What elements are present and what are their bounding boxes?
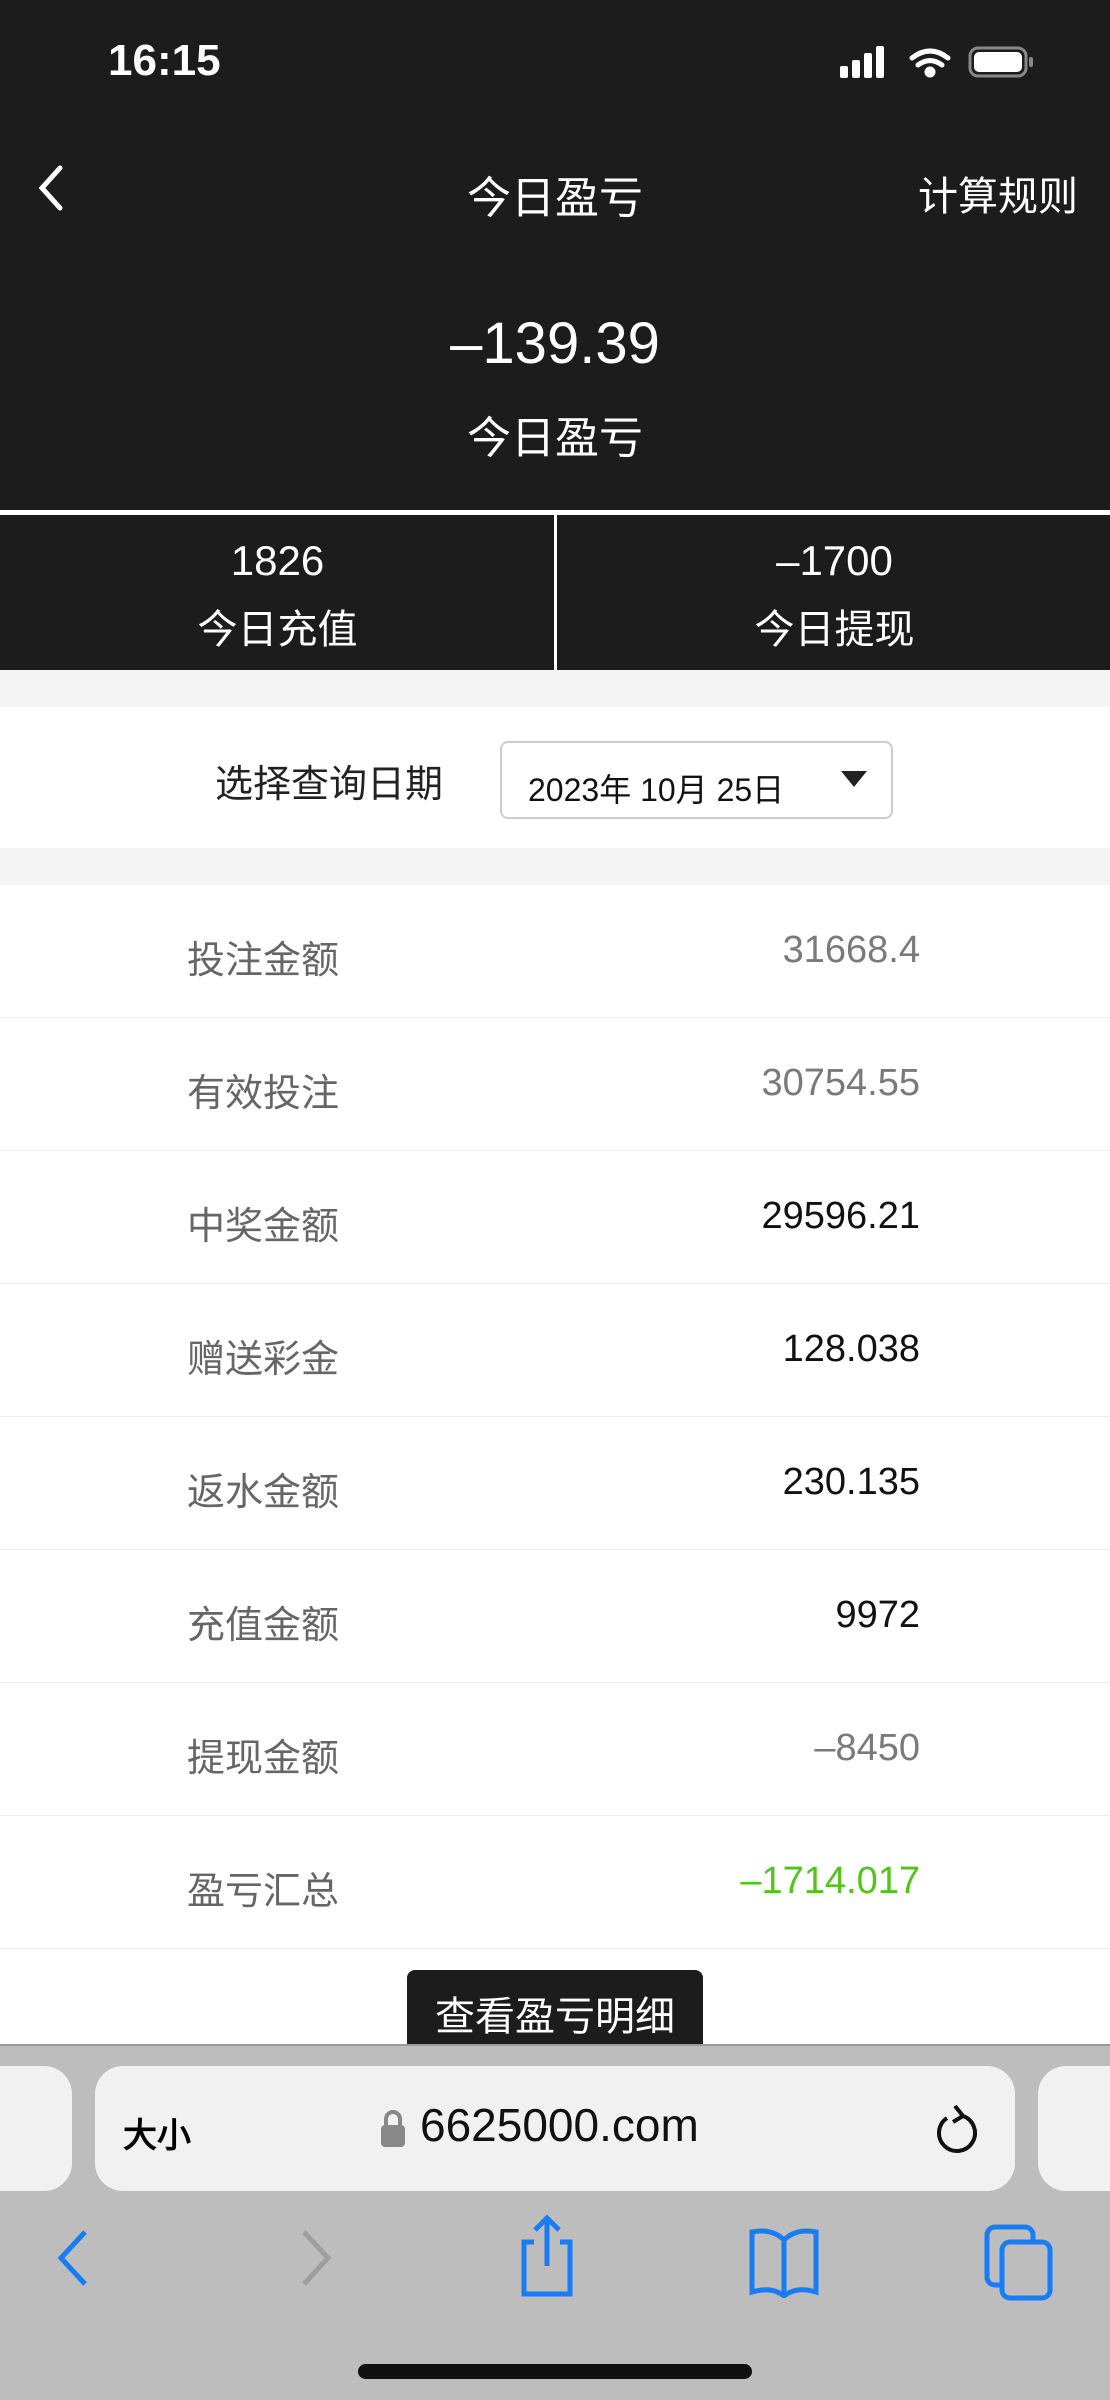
- back-icon[interactable]: [36, 164, 66, 212]
- status-icons: [840, 46, 1033, 78]
- stat-value: –1700: [776, 537, 893, 584]
- address-bar[interactable]: 大小 6625000.com: [95, 2066, 1015, 2191]
- row-label: 有效投注: [187, 1073, 340, 1115]
- bookmarks-icon[interactable]: [748, 2226, 820, 2298]
- date-query-label: 选择查询日期: [215, 764, 444, 806]
- tabs-icon[interactable]: [984, 2224, 1054, 2302]
- date-select[interactable]: 2023年 10月 25日: [500, 741, 893, 819]
- stat-withdraw: –1700 今日提现: [557, 515, 1110, 673]
- url-text[interactable]: 6625000.com: [420, 2099, 699, 2151]
- forward-icon[interactable]: [298, 2228, 334, 2288]
- status-bar: 16:15: [0, 0, 1110, 130]
- status-time: 16:15: [108, 36, 221, 85]
- row-value: 230.135: [782, 1461, 920, 1503]
- stats-row: 1826 今日充值 –1700 今日提现: [0, 512, 1110, 673]
- stat-deposit: 1826 今日充值: [0, 515, 555, 673]
- summary-row: 赠送彩金 128.038: [0, 1284, 1110, 1417]
- caret-down-icon: [841, 771, 867, 787]
- header: 今日盈亏 计算规则 –139.39 今日盈亏: [0, 130, 1110, 510]
- divider: [554, 515, 557, 673]
- home-indicator: [358, 2364, 752, 2379]
- stat-label: 今日提现: [754, 608, 915, 652]
- prev-tab-pill[interactable]: [0, 2066, 72, 2191]
- row-label: 充值金额: [187, 1605, 340, 1647]
- today-profit-value: –139.39: [450, 311, 660, 376]
- stat-label: 今日充值: [197, 608, 358, 652]
- reload-icon[interactable]: [933, 2104, 979, 2160]
- text-size-button[interactable]: 大小: [123, 2117, 191, 2155]
- row-value: –1714.017: [740, 1860, 920, 1902]
- page-title: 今日盈亏: [467, 174, 643, 223]
- date-query-row: 选择查询日期: [0, 707, 1110, 848]
- view-detail-button[interactable]: 查看盈亏明细: [407, 1970, 703, 2050]
- back-icon[interactable]: [55, 2228, 91, 2288]
- summary-row: 盈亏汇总 –1714.017: [0, 1816, 1110, 1949]
- next-tab-pill[interactable]: [1038, 2066, 1110, 2191]
- row-value: 29596.21: [761, 1195, 921, 1237]
- row-label: 返水金额: [187, 1472, 340, 1514]
- date-select-value: 2023年 10月 25日: [528, 772, 785, 808]
- browser-toolbar: 大小 6625000.com: [0, 2044, 1110, 2400]
- summary-row: 有效投注 30754.55: [0, 1018, 1110, 1151]
- share-icon[interactable]: [518, 2214, 578, 2298]
- row-value: 31668.4: [782, 929, 920, 971]
- row-label: 盈亏汇总: [187, 1871, 340, 1913]
- row-label: 赠送彩金: [187, 1339, 340, 1381]
- today-profit-label: 今日盈亏: [467, 414, 643, 463]
- signal-icon: [840, 46, 884, 78]
- row-value: 9972: [835, 1594, 920, 1636]
- row-value: –8450: [814, 1727, 920, 1769]
- stat-value: 1826: [230, 537, 325, 584]
- summary-row: 提现金额 –8450: [0, 1683, 1110, 1816]
- wifi-icon: [909, 48, 951, 78]
- lock-icon: [381, 2110, 405, 2147]
- summary-row: 充值金额 9972: [0, 1550, 1110, 1683]
- row-value: 128.038: [782, 1328, 920, 1370]
- row-value: 30754.55: [761, 1062, 921, 1104]
- spacer: [0, 670, 1110, 707]
- summary-row: 中奖金额 29596.21: [0, 1151, 1110, 1284]
- rules-link[interactable]: 计算规则: [918, 175, 1078, 219]
- row-label: 提现金额: [187, 1738, 340, 1780]
- row-label: 投注金额: [187, 940, 340, 982]
- row-label: 中奖金额: [187, 1206, 340, 1248]
- summary-row: 返水金额 230.135: [0, 1417, 1110, 1550]
- spacer: [0, 848, 1110, 885]
- summary-row: 投注金额 31668.4: [0, 885, 1110, 1018]
- battery-icon: [968, 46, 1033, 78]
